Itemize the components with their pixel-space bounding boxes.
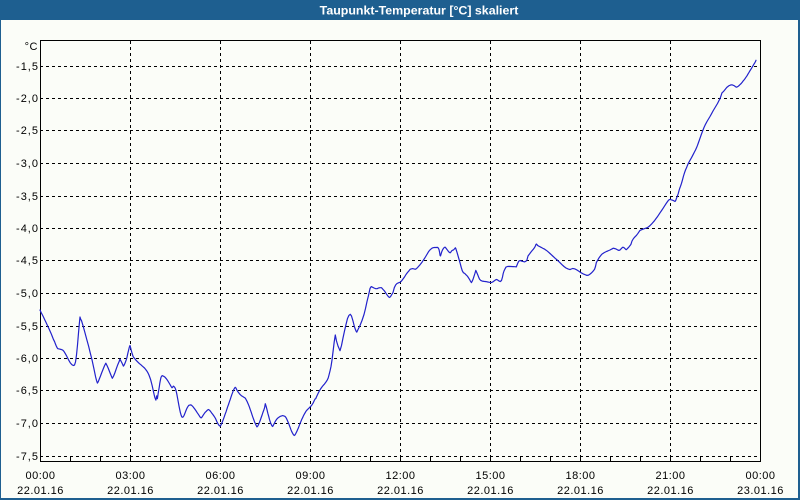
svg-text:-3,0: -3,0 — [16, 158, 39, 170]
svg-text:22.01.16: 22.01.16 — [647, 485, 694, 497]
svg-text:-4,0: -4,0 — [16, 223, 39, 235]
svg-text:00:00: 00:00 — [745, 470, 775, 482]
svg-text:-3,5: -3,5 — [16, 191, 39, 203]
svg-text:15:00: 15:00 — [475, 470, 505, 482]
svg-text:-2,0: -2,0 — [16, 93, 39, 105]
svg-text:22.01.16: 22.01.16 — [17, 485, 64, 497]
svg-text:06:00: 06:00 — [205, 470, 235, 482]
svg-text:03:00: 03:00 — [115, 470, 145, 482]
svg-text:°C: °C — [25, 41, 38, 53]
svg-text:-1,5: -1,5 — [16, 61, 39, 73]
svg-text:-6,5: -6,5 — [16, 385, 39, 397]
svg-text:-5,5: -5,5 — [16, 321, 39, 333]
svg-text:-7,5: -7,5 — [16, 451, 39, 463]
svg-text:21:00: 21:00 — [655, 470, 685, 482]
svg-text:-7,0: -7,0 — [16, 418, 39, 430]
svg-text:09:00: 09:00 — [295, 470, 325, 482]
svg-text:23.01.16: 23.01.16 — [737, 485, 784, 497]
svg-text:22.01.16: 22.01.16 — [107, 485, 154, 497]
svg-text:12:00: 12:00 — [385, 470, 415, 482]
svg-text:00:00: 00:00 — [25, 470, 55, 482]
svg-text:Taupunkt-Temperatur [°C] skali: Taupunkt-Temperatur [°C] skaliert — [320, 3, 519, 17]
svg-text:-6,0: -6,0 — [16, 353, 39, 365]
svg-text:22.01.16: 22.01.16 — [287, 485, 334, 497]
svg-text:22.01.16: 22.01.16 — [557, 485, 604, 497]
svg-text:18:00: 18:00 — [565, 470, 595, 482]
svg-text:-2,5: -2,5 — [16, 125, 39, 137]
svg-text:22.01.16: 22.01.16 — [377, 485, 424, 497]
svg-text:22.01.16: 22.01.16 — [197, 485, 244, 497]
svg-text:-4,5: -4,5 — [16, 255, 39, 267]
svg-text:-5,0: -5,0 — [16, 288, 39, 300]
svg-text:22.01.16: 22.01.16 — [467, 485, 514, 497]
